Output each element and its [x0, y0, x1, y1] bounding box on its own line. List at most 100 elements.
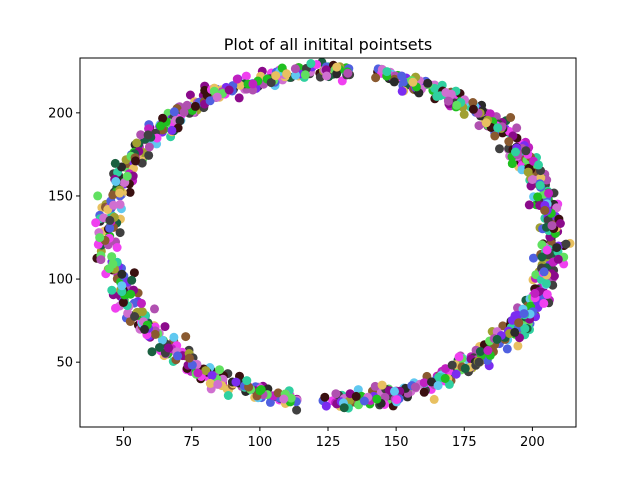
scatter-point	[419, 378, 429, 388]
scatter-point	[241, 71, 251, 81]
scatter-point	[130, 312, 140, 321]
scatter-point	[273, 388, 283, 398]
scatter-point	[408, 77, 418, 87]
scatter-point	[440, 374, 450, 383]
scatter-point	[93, 191, 103, 201]
scatter-point	[533, 192, 543, 202]
scatter-point	[511, 147, 520, 157]
scatter-point	[534, 160, 543, 170]
scatter-point	[144, 150, 154, 160]
x-axis: 50 75 100 125 150 175 200	[115, 427, 545, 450]
scatter-point	[512, 123, 522, 133]
scatter-point	[452, 100, 462, 110]
scatter-point	[446, 89, 456, 99]
scatter-point	[474, 121, 484, 131]
scatter-point	[519, 309, 529, 319]
scatter-point	[331, 389, 341, 399]
y-tick-label: 150	[48, 189, 73, 204]
scatter-point	[242, 376, 252, 386]
scatter-point	[370, 381, 380, 391]
scatter-point	[215, 365, 224, 375]
scatter-point	[184, 353, 194, 363]
scatter-point	[150, 304, 159, 314]
scatter-point	[552, 203, 562, 213]
scatter-point	[187, 360, 197, 370]
scatter-point	[117, 269, 127, 279]
scatter-point	[339, 403, 349, 413]
scatter-point	[537, 252, 547, 262]
scatter-point	[300, 70, 310, 80]
scatter-point	[433, 381, 443, 391]
scatter-point	[147, 347, 157, 357]
scatter-point	[506, 113, 516, 122]
scatter-point	[266, 78, 276, 88]
scatter-point	[524, 200, 534, 210]
scatter-point	[290, 64, 300, 74]
scatter-point	[359, 396, 369, 406]
scatter-point	[108, 190, 118, 200]
scatter-point	[371, 73, 381, 83]
scatter-point	[129, 268, 139, 278]
scatter-point	[555, 219, 565, 228]
scatter-point	[552, 243, 562, 253]
scatter-point	[140, 324, 149, 334]
scatter-point	[544, 188, 554, 198]
x-tick-label: 50	[115, 435, 132, 450]
x-tick-label: 100	[247, 435, 272, 450]
scatter-point	[212, 92, 222, 102]
scatter-point	[105, 215, 115, 225]
scatter-point	[127, 275, 137, 285]
scatter-point	[553, 254, 563, 264]
scatter-point	[132, 138, 142, 148]
scatter-point	[112, 243, 122, 252]
scatter-point	[93, 239, 103, 249]
scatter-point	[520, 324, 530, 334]
scatter-point	[291, 70, 301, 80]
scatter-point	[430, 83, 440, 93]
scatter-point	[231, 377, 241, 387]
scatter-point	[468, 104, 478, 114]
scatter-point	[397, 71, 407, 81]
scatter-point	[530, 288, 540, 298]
scatter-point	[353, 385, 363, 395]
scatter-point	[320, 392, 330, 402]
scatter-point	[256, 385, 266, 394]
scatter-point	[179, 107, 189, 117]
scatter-point	[137, 298, 146, 308]
y-tick-label: 200	[48, 106, 73, 121]
scatter-point	[372, 394, 382, 404]
scatter-point	[205, 378, 215, 388]
scatter-point	[137, 307, 147, 317]
scatter-point	[157, 335, 167, 345]
scatter-point	[173, 351, 183, 361]
scatter-point	[397, 86, 407, 96]
scatter-point	[343, 68, 353, 78]
scatter-point	[507, 159, 517, 169]
scatter-point	[271, 71, 281, 81]
scatter-point	[105, 223, 115, 233]
scatter-point	[292, 405, 302, 415]
scatter-point	[390, 386, 399, 396]
scatter-point	[322, 71, 332, 81]
x-tick-label: 200	[520, 435, 545, 450]
scatter-point	[382, 67, 392, 77]
scatter-point	[248, 79, 258, 89]
scatter-point	[441, 364, 450, 374]
scatter-point	[429, 394, 439, 404]
scatter-point	[510, 327, 520, 337]
scatter-point	[160, 322, 170, 332]
scatter-point	[502, 344, 512, 354]
points-layer	[91, 57, 575, 415]
scatter-point	[475, 347, 485, 356]
scatter-point	[523, 167, 533, 177]
chart-title: Plot of all initital pointsets	[224, 35, 432, 54]
scatter-point	[126, 289, 136, 299]
scatter-point	[392, 395, 402, 405]
scatter-point	[223, 391, 233, 400]
scatter-point	[158, 113, 168, 123]
scatter-point	[389, 77, 399, 87]
scatter-point	[182, 100, 192, 110]
scatter-point	[234, 93, 244, 103]
scatter-point	[513, 341, 523, 351]
scatter-point	[207, 371, 217, 380]
